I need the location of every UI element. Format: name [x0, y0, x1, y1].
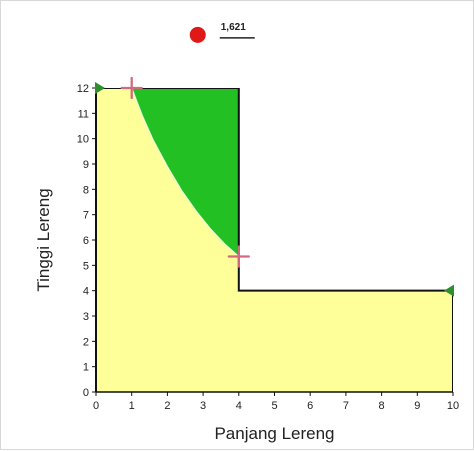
y-tick-label-1: 1 — [83, 362, 89, 374]
exit-marker — [227, 245, 250, 268]
x-axis-title: Panjang Lereng — [214, 424, 334, 443]
y-tick-label-4: 4 — [83, 286, 89, 298]
x-tick-label-0: 0 — [93, 400, 99, 412]
x-tick-label-9: 9 — [414, 400, 420, 412]
y-tick-label-8: 8 — [83, 184, 89, 196]
y-tick-label-6: 6 — [83, 235, 89, 247]
y-tick-label-9: 9 — [83, 159, 89, 171]
y-tick-label-0: 0 — [83, 387, 89, 399]
x-tick-label-10: 10 — [447, 400, 459, 412]
left-limit-marker — [95, 82, 105, 94]
x-tick-label-7: 7 — [343, 400, 349, 412]
y-axis-title: Tinggi Lereng — [34, 188, 53, 291]
failure-zone — [131, 88, 239, 257]
factor-of-safety-value: 1,621 — [221, 22, 246, 33]
y-tick-label-11: 11 — [78, 108, 89, 120]
x-tick-label-8: 8 — [379, 400, 385, 412]
plot-area — [96, 88, 453, 392]
entry-marker — [120, 76, 143, 100]
x-tick-label-5: 5 — [271, 400, 277, 412]
y-tick-label-2: 2 — [83, 336, 89, 348]
y-tick-label-12: 12 — [77, 83, 89, 95]
factor-of-safety-dot — [189, 26, 206, 43]
x-tick-label-3: 3 — [200, 400, 206, 412]
x-tick-label-4: 4 — [236, 400, 242, 412]
y-tick-label-3: 3 — [83, 311, 89, 323]
slope-outline — [96, 88, 453, 392]
y-tick-label-5: 5 — [83, 260, 89, 272]
x-tick-label-2: 2 — [164, 400, 170, 412]
x-tick-label-6: 6 — [307, 400, 313, 412]
y-tick-label-7: 7 — [83, 210, 89, 222]
markers — [95, 76, 454, 297]
x-tick-label-1: 1 — [129, 400, 135, 412]
right-limit-marker — [444, 284, 454, 297]
y-tick-label-10: 10 — [77, 134, 89, 146]
slip-surface — [131, 88, 240, 257]
soil-body — [96, 88, 453, 392]
